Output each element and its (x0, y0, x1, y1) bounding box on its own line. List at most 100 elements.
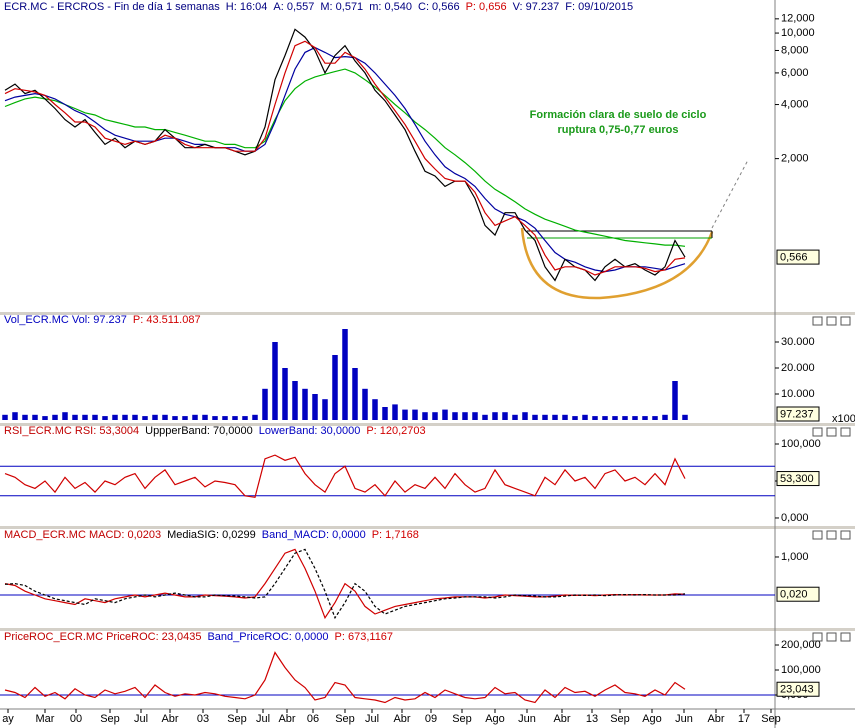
series-line (4, 40, 686, 276)
panel-separator (0, 526, 855, 529)
panel-title: PriceROC_ECR.MC PriceROC: 23,0435 Band_Pr… (4, 631, 393, 643)
title-part: ECR.MC - ERCROS - Fin de día 1 semanas (4, 1, 220, 13)
volume-bar (172, 416, 178, 420)
volume-bar (492, 412, 498, 420)
panel: Vol_ECR.MC Vol: 97.237 P: 43.511.087 30.00… (2, 314, 855, 425)
volume-bar (422, 412, 428, 420)
y-tick-label: 10.000 (781, 388, 815, 400)
title-part: Band_PriceROC: 0,0000 (207, 631, 328, 643)
x-tick-label: Abr (161, 713, 178, 725)
series-line (4, 46, 686, 273)
title-part: MediaSIG: 0,0299 (167, 529, 256, 541)
title-part: MACD_ECR.MC MACD: 0,0203 (4, 529, 161, 541)
title-part: P: 120,2703 (366, 425, 425, 437)
last-value-box (776, 471, 820, 487)
volume-bar (352, 368, 358, 420)
title-part: V: 97.237 (513, 1, 560, 13)
y-tick-label: 12,000 (781, 13, 815, 25)
title-part: M: 0,571 (320, 1, 363, 13)
panel-separator (0, 628, 855, 631)
volume-bar (242, 416, 248, 420)
x-tick-label: Sep (761, 713, 781, 725)
volume-bar (482, 414, 488, 420)
panel: RSI_ECR.MC RSI: 53,3004 UppperBand: 70,00… (0, 425, 821, 524)
x-tick-label: Sep (610, 713, 630, 725)
volume-bar (232, 416, 238, 420)
volume-bar (602, 416, 608, 420)
panel: MACD_ECR.MC MACD: 0,0203 MediaSIG: 0,0299… (0, 529, 820, 620)
x-tick-label: Jul (365, 713, 379, 725)
volume-bar (512, 414, 518, 420)
volume-bar (272, 342, 278, 420)
panel-separator (0, 423, 855, 426)
close-button[interactable] (840, 316, 851, 326)
maximize-button[interactable] (826, 427, 837, 437)
panel-separator (0, 312, 855, 315)
volume-bar (72, 414, 78, 420)
x-tick-label: Ago (485, 713, 505, 725)
volume-bar (532, 414, 538, 420)
title-part: P: 673,1167 (335, 631, 394, 643)
close-button[interactable] (840, 632, 851, 642)
volume-bar (592, 416, 598, 420)
x-tick-label: Sep (335, 713, 355, 725)
y-tick-label: 0,000 (781, 512, 809, 524)
volume-bar (392, 404, 398, 420)
last-value-label: 97.237 (780, 408, 814, 420)
minimize-button[interactable] (812, 316, 823, 326)
y-tick-label: 8,000 (781, 44, 809, 56)
title-part: PriceROC_ECR.MC PriceROC: 23,0435 (4, 631, 201, 643)
volume-bar (402, 409, 408, 420)
title-part: Vol_ECR.MC Vol: 97.237 (4, 314, 127, 326)
x-tick-label: 13 (586, 713, 598, 725)
volume-bar (472, 412, 478, 420)
x-tick-label: Jul (256, 713, 270, 725)
x-tick-label: Abr (393, 713, 410, 725)
volume-bar (312, 394, 318, 420)
volume-bar (522, 412, 528, 420)
volume-bar (332, 355, 338, 420)
title-part: P: 0,656 (466, 1, 507, 13)
volume-bar (342, 329, 348, 420)
close-button[interactable] (840, 530, 851, 540)
x-tick-label: Abr (278, 713, 295, 725)
volume-bar (682, 414, 688, 420)
last-value-label: 23,043 (780, 684, 814, 696)
x-tick-label: 03 (197, 713, 209, 725)
maximize-button[interactable] (826, 632, 837, 642)
minimize-button[interactable] (812, 427, 823, 437)
maximize-button[interactable] (826, 316, 837, 326)
title-part: RSI_ECR.MC RSI: 53,3004 (4, 425, 139, 437)
volume-bar (2, 414, 8, 420)
volume-bar (572, 416, 578, 420)
y-tick-label: 100,000 (781, 438, 821, 450)
x-tick-label: 09 (425, 713, 437, 725)
series-line (4, 28, 686, 282)
volume-bar (322, 399, 328, 420)
minimize-button[interactable] (812, 632, 823, 642)
y-tick-label: 30.000 (781, 336, 815, 348)
unit-note: x1000 (832, 413, 855, 425)
y-tick-label: 100,000 (781, 664, 821, 676)
volume-bar (642, 416, 648, 420)
title-part: UppperBand: 70,0000 (145, 425, 253, 437)
volume-bar (102, 416, 108, 420)
close-button[interactable] (840, 427, 851, 437)
annotation: Formación clara de suelo de ciclo (530, 109, 707, 121)
last-value-label: 0,566 (780, 252, 808, 264)
volume-bar (152, 414, 158, 420)
volume-bar (612, 416, 618, 420)
minimize-button[interactable] (812, 530, 823, 540)
volume-bar (662, 414, 668, 420)
y-tick-label: 2,000 (781, 153, 809, 165)
maximize-button[interactable] (826, 530, 837, 540)
x-tick-label: Abr (707, 713, 724, 725)
volume-bar (282, 368, 288, 420)
y-tick-label: 20.000 (781, 362, 815, 374)
volume-bar (92, 414, 98, 420)
panel-title: Vol_ECR.MC Vol: 97.237 P: 43.511.087 (4, 314, 201, 326)
volume-bar (462, 412, 468, 420)
volume-bar (622, 416, 628, 420)
